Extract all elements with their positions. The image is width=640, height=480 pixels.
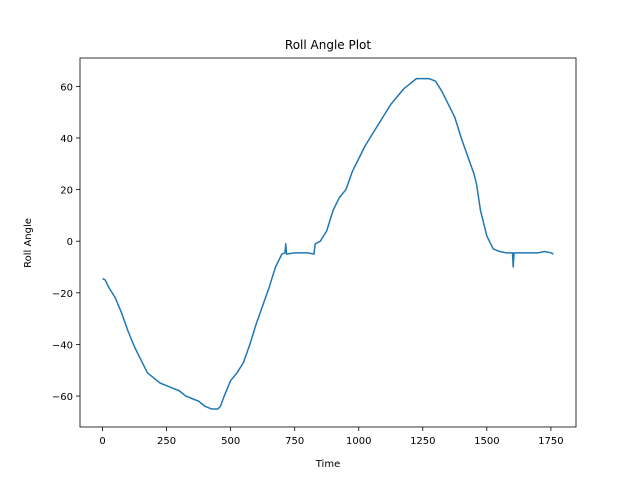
y-tick-label: −40 [52,340,73,351]
y-tick-label: 20 [60,186,73,197]
x-tick-label: 0 [99,436,105,447]
y-tick-label: 60 [60,82,73,93]
y-tick-label: −20 [52,289,73,300]
y-tick-label: 40 [60,134,73,145]
chart-title: Roll Angle Plot [285,38,371,52]
x-tick-label: 250 [157,436,176,447]
y-tick-label: 0 [67,237,73,248]
plot-frame [79,57,577,428]
x-axis-label: Time [315,459,340,470]
x-tick-label: 750 [285,436,304,447]
x-tick-label: 1750 [538,436,563,447]
data-line [102,77,554,410]
y-axis-label: Roll Angle [23,218,34,268]
x-tick-label: 500 [221,436,240,447]
y-tick-label: −60 [52,392,73,403]
x-tick-label: 1500 [474,436,499,447]
x-tick-label: 1250 [410,436,435,447]
x-tick-label: 1000 [346,436,371,447]
